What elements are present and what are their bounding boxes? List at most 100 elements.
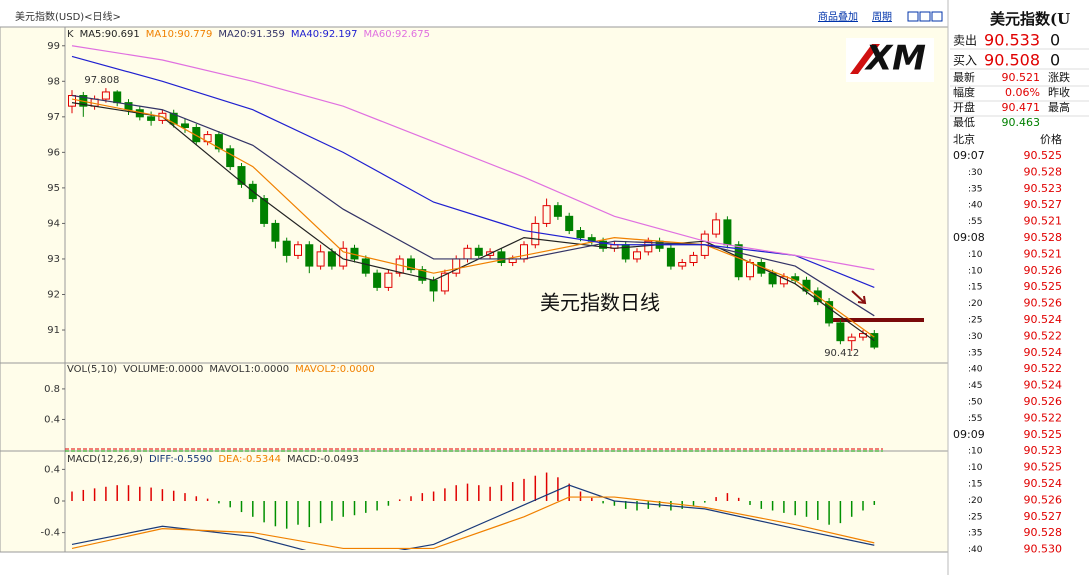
line [71,94,875,317]
quote-value: 90.463 [1002,116,1041,129]
candle-body [666,247,675,267]
candle-body [384,272,393,288]
candle-body [429,279,438,292]
candle-body [723,219,732,246]
quote-label: 幅度 [953,85,975,99]
y-tick-label: 91 [47,325,60,336]
candle-body [825,301,834,324]
tick-time: :55 [968,414,982,424]
quote-extra: 最高 [1048,100,1070,114]
tick-time: :10 [968,266,983,276]
tick-price: 90.524 [1024,477,1063,490]
tick-time: :20 [968,496,983,506]
ticks-header: 北京 [953,132,975,146]
y-tick-label: 93 [47,254,60,265]
y-tick-label: 95 [47,183,60,194]
quote-extra: 涨跌 [1048,70,1070,84]
candle-body [678,262,687,267]
tick-time: :35 [968,529,982,539]
tick-time: :30 [968,168,983,178]
tick-time: :25 [968,316,982,326]
candle-body [474,247,483,256]
ticks-header: 价格 [1040,132,1062,146]
candle-body [633,251,641,260]
candle-body [542,205,551,224]
legend-entry: MA60:92.675 [363,29,430,40]
candle-body [260,198,269,224]
tick-price: 90.524 [1024,379,1063,392]
tick-price: 90.523 [1024,444,1063,457]
candle-body [373,272,382,288]
tick-price: 90.525 [1024,280,1063,293]
tick-time: :40 [968,201,983,211]
tick-price: 90.527 [1024,198,1063,211]
logo-text: XM [864,39,926,79]
link[interactable]: 商品叠加 [818,10,858,23]
candle-body [553,205,562,217]
candle-body [734,244,743,278]
legend-entry: MACD(12,26,9) [67,454,143,465]
quote-label: 买入 [953,54,977,68]
tick-price: 90.526 [1024,264,1063,277]
tick-time: :45 [968,381,982,391]
tick-time: :40 [968,365,983,375]
line [71,55,875,288]
candle-body [181,123,189,128]
quote-label: 最新 [953,70,975,84]
logo: XM [846,38,934,82]
candle-body [327,251,336,267]
candle-body [169,112,178,125]
candle-body [836,322,845,342]
legend-entry: VOL(5,10) [67,364,117,375]
candle-body [463,247,472,260]
candle-body [689,254,698,264]
chart-header: 美元指数(USD)<日线> [15,10,121,23]
resistance-line [828,318,924,322]
tick-price: 90.528 [1024,526,1063,539]
quote-change: 0 [1050,51,1060,70]
candle-body [237,166,246,185]
tick-time: :35 [968,184,982,194]
candle-body [271,222,280,242]
tick-time: :40 [968,545,983,555]
candle-body [68,95,76,107]
tick-time: 09:09 [953,428,985,441]
candle-body [407,258,415,271]
candle-body [192,126,201,143]
chart-area [0,26,949,553]
candle-body [712,219,721,235]
tick-price: 90.521 [1024,215,1063,228]
candle-body [497,251,506,264]
quote-change: 0 [1050,31,1060,50]
legend-entry: MAVOL2:0.0000 [295,364,375,375]
candle-body [361,258,370,274]
tick-price: 90.530 [1024,543,1063,556]
tick-time: :10 [968,463,983,473]
y-tick-label: 98 [47,76,60,87]
link[interactable]: 周期 [872,11,892,23]
tick-price: 90.521 [1024,247,1063,260]
candle-body [316,251,325,267]
y-tick-label: 0.4 [44,414,60,425]
candle-body [520,244,528,260]
low-label: 90.412 [824,348,859,359]
candle-body [294,244,302,256]
toolbar-icons[interactable] [907,11,943,22]
tick-price: 90.528 [1024,231,1063,244]
candle-body [147,116,156,121]
candle-body [576,230,585,239]
tick-time: :30 [968,332,983,342]
legend-entry: MA10:90.779 [146,29,213,40]
tick-time: :10 [968,250,983,260]
y-tick-label: -0.4 [40,528,60,539]
tick-price: 90.523 [1024,182,1063,195]
line [71,45,875,271]
legend-entry: MAVOL1:0.0000 [209,364,289,375]
tick-time: :20 [968,299,983,309]
candle-body [339,247,348,267]
tick-price: 90.527 [1024,510,1063,523]
candle-body [282,240,291,256]
y-tick-label: 92 [47,289,60,300]
tick-price: 90.522 [1024,329,1063,342]
